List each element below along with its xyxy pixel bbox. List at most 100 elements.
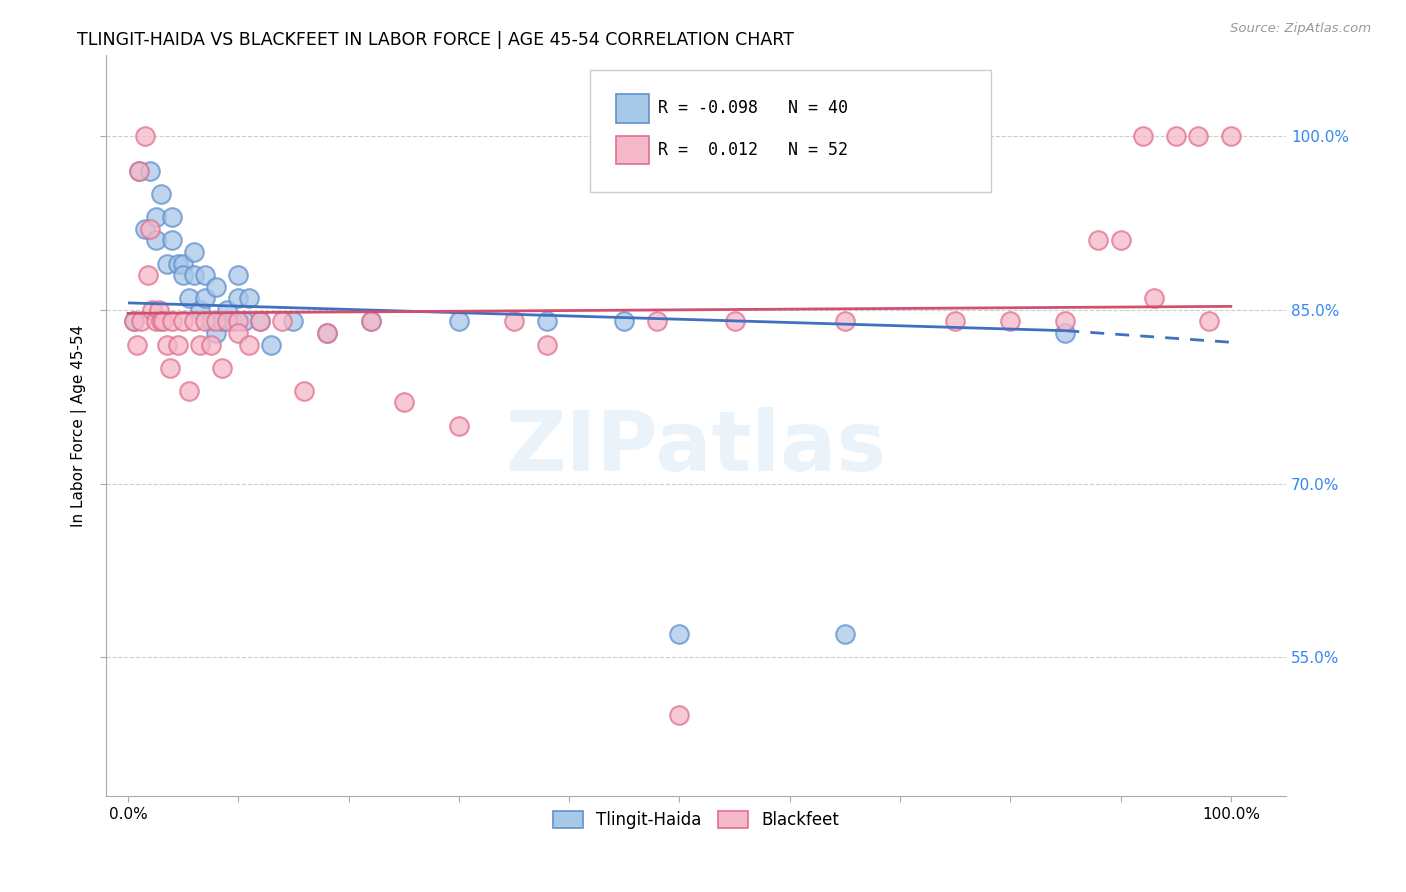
Point (222, 314, 245, 328)
Point (150, 314, 173, 328)
Point (228, 326, 250, 340)
Point (145, 233, 167, 247)
Point (172, 256, 194, 270)
Point (260, 337, 283, 351)
Text: R =  0.012   N = 52: R = 0.012 N = 52 (658, 141, 848, 159)
Point (360, 314, 382, 328)
Point (166, 256, 188, 270)
Point (228, 314, 250, 328)
Point (200, 314, 222, 328)
Point (148, 302, 170, 317)
Point (315, 326, 337, 340)
Point (156, 337, 179, 351)
FancyBboxPatch shape (616, 136, 648, 164)
Point (205, 314, 228, 328)
Point (1054, 314, 1077, 328)
Point (200, 337, 222, 351)
Point (183, 268, 205, 282)
Point (834, 314, 856, 328)
Point (194, 314, 217, 328)
Point (536, 337, 558, 351)
Point (188, 302, 211, 317)
Point (183, 244, 205, 259)
Point (152, 314, 174, 328)
Point (166, 337, 188, 351)
Point (238, 291, 260, 305)
Point (205, 279, 228, 293)
Point (145, 211, 167, 225)
Text: R = -0.098   N = 40: R = -0.098 N = 40 (658, 100, 848, 118)
Point (1132, 129, 1154, 144)
Point (205, 326, 228, 340)
Point (1143, 291, 1166, 305)
Text: ZIPatlas: ZIPatlas (506, 408, 886, 488)
Point (536, 314, 558, 328)
Point (136, 268, 159, 282)
Point (1000, 314, 1022, 328)
Point (160, 233, 183, 247)
Point (271, 314, 294, 328)
Point (141, 302, 163, 317)
Point (503, 314, 526, 328)
Point (129, 314, 152, 328)
Point (1054, 326, 1077, 340)
Point (139, 222, 162, 236)
Point (834, 627, 856, 641)
Point (723, 314, 745, 328)
Point (228, 291, 250, 305)
Point (1109, 233, 1132, 247)
Point (128, 164, 150, 178)
Point (249, 314, 271, 328)
Point (217, 302, 239, 317)
Point (183, 314, 205, 328)
Point (156, 256, 179, 270)
Point (128, 164, 150, 178)
Point (238, 337, 260, 351)
Legend: Tlingit-Haida, Blackfeet: Tlingit-Haida, Blackfeet (546, 805, 846, 836)
Point (134, 129, 156, 144)
Point (360, 314, 382, 328)
Point (392, 395, 415, 409)
Point (232, 314, 254, 328)
Point (125, 337, 148, 351)
Point (613, 314, 636, 328)
Point (1198, 314, 1220, 328)
Point (447, 418, 470, 433)
Point (159, 360, 181, 375)
Point (1164, 129, 1187, 144)
Text: Source: ZipAtlas.com: Source: ZipAtlas.com (1230, 22, 1371, 36)
Point (943, 314, 966, 328)
Point (160, 211, 183, 225)
Y-axis label: In Labor Force | Age 45-54: In Labor Force | Age 45-54 (72, 325, 87, 527)
Point (211, 360, 233, 375)
Point (122, 314, 145, 328)
Point (647, 314, 669, 328)
Point (668, 708, 690, 723)
Point (447, 314, 470, 328)
Point (315, 326, 337, 340)
Point (160, 314, 183, 328)
Point (150, 187, 173, 202)
Point (139, 164, 162, 178)
Point (294, 384, 316, 398)
Point (228, 268, 250, 282)
Point (172, 314, 194, 328)
Point (194, 268, 217, 282)
FancyBboxPatch shape (616, 95, 648, 122)
Point (134, 222, 156, 236)
Point (145, 314, 167, 328)
Point (217, 314, 239, 328)
Point (1187, 129, 1209, 144)
Point (1219, 129, 1241, 144)
Point (1087, 233, 1109, 247)
FancyBboxPatch shape (589, 70, 991, 192)
Point (211, 314, 233, 328)
Point (188, 337, 211, 351)
Point (172, 268, 194, 282)
Text: TLINGIT-HAIDA VS BLACKFEET IN LABOR FORCE | AGE 45-54 CORRELATION CHART: TLINGIT-HAIDA VS BLACKFEET IN LABOR FORC… (77, 31, 794, 49)
Point (177, 291, 200, 305)
Point (283, 314, 305, 328)
Point (122, 314, 145, 328)
Point (194, 291, 217, 305)
Point (668, 627, 690, 641)
